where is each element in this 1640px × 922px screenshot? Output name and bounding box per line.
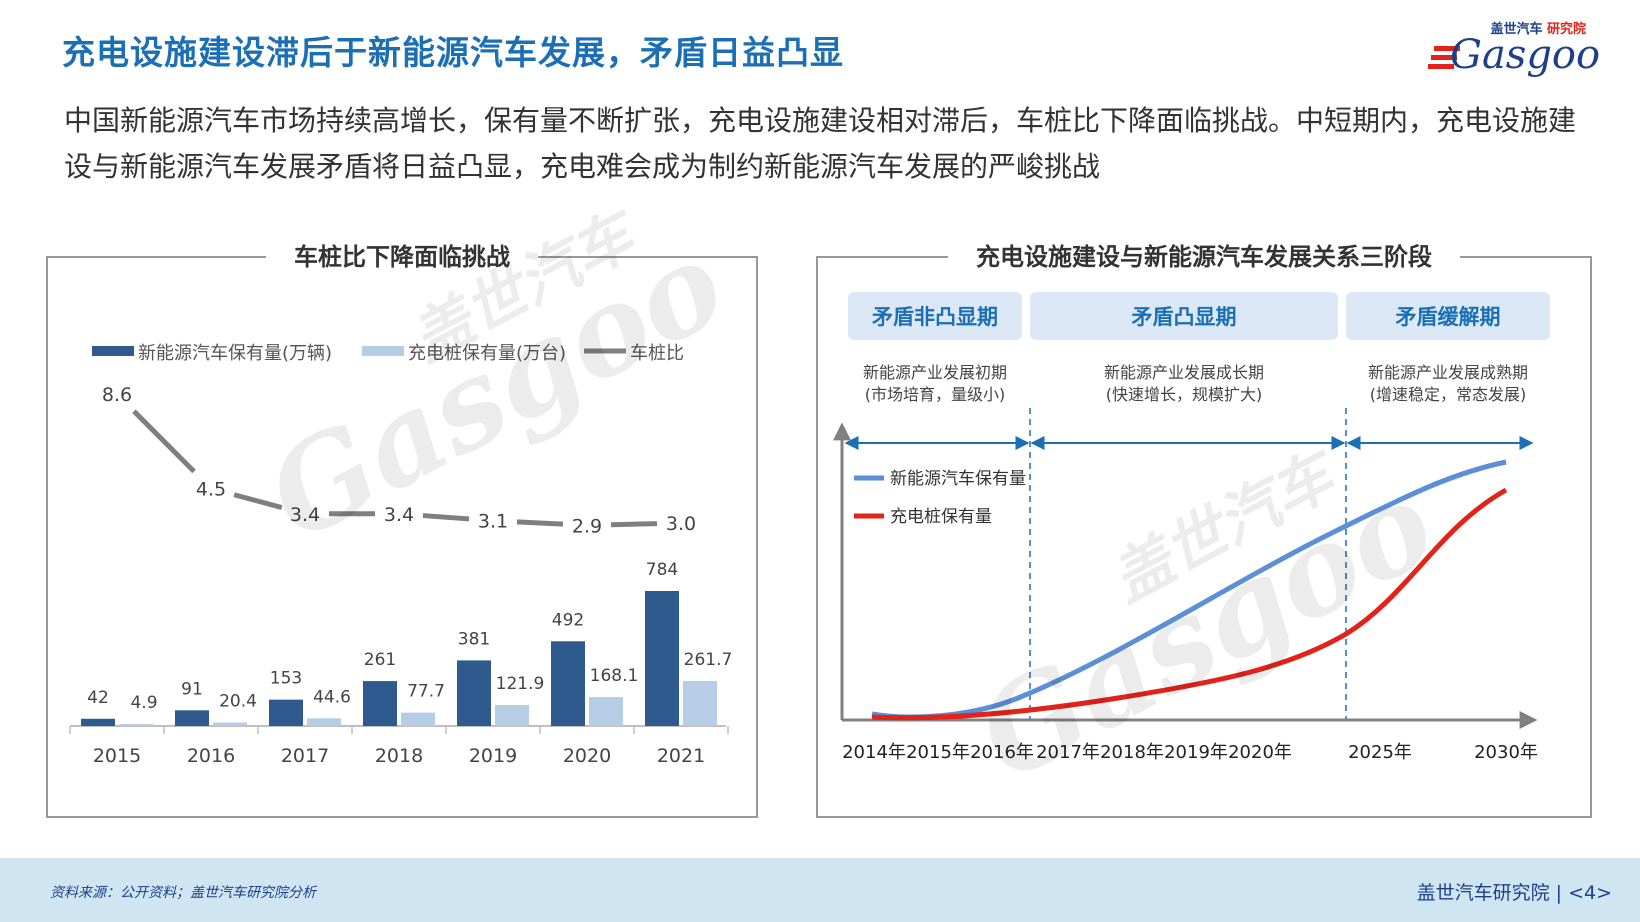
ratio-label-2019: 3.1: [478, 511, 508, 533]
legend-swatch-ev: [92, 346, 134, 356]
bar-label-ev-2015: 42: [87, 688, 109, 708]
stage-chart-title: 充电设施建设与新能源汽车发展关系三阶段: [948, 237, 1460, 272]
legend-swatch-pile: [362, 346, 404, 356]
x-label-1: 2015年: [906, 742, 970, 763]
phase-sub-1: (市场培育，量级小): [865, 385, 1006, 404]
phase-name-3: 矛盾缓解期: [1395, 305, 1501, 329]
ratio-line: [132, 409, 658, 528]
bar-ev-2018: [363, 681, 397, 726]
bar-label-pile-2017: 44.6: [313, 687, 351, 707]
phase-name-2: 矛盾凸显期: [1131, 305, 1237, 329]
bar-label-ev-2019: 381: [458, 629, 490, 649]
phase-box-2: [1030, 292, 1338, 340]
bar-pile-2017: [307, 718, 341, 726]
bar-pile-2016: [213, 722, 247, 726]
footer-bar: 资料来源：公开资料；盖世汽车研究院分析 盖世汽车研究院 | <4>: [0, 858, 1640, 922]
ratio-label-2017: 3.4: [290, 504, 320, 526]
x-label-6: 2020年: [1228, 742, 1292, 763]
ratio-chart-title: 车桩比下降面临挑战: [266, 237, 538, 272]
bar-ev-2016: [175, 710, 209, 726]
bar-pile-2015: [119, 724, 153, 726]
phase-desc-3: 新能源产业发展成熟期: [1368, 363, 1528, 382]
bar-pile-2019: [495, 705, 529, 726]
legend-label-ev: 新能源汽车保有量(万辆): [138, 343, 332, 364]
intro-paragraph: 中国新能源汽车市场持续高增长，保有量不断扩张，充电设施建设相对滞后，车桩比下降面…: [64, 104, 1577, 183]
phase-desc-1: 新能源产业发展初期: [863, 363, 1007, 382]
bar-label-pile-2020: 168.1: [590, 666, 639, 686]
ratio-label-2015: 8.6: [102, 384, 132, 406]
phase-box-1: [848, 292, 1022, 340]
x-label-5: 2019年: [1164, 742, 1228, 763]
legend-label-ratio: 车桩比: [630, 343, 684, 364]
phase-box-3: [1346, 292, 1550, 340]
bar-pile-2020: [589, 697, 623, 726]
x-tick-label-2020: 2020: [563, 745, 611, 767]
x-label-3: 2017年: [1036, 742, 1100, 763]
x-label-7: 2025年: [1348, 742, 1412, 763]
phase-name-1: 矛盾非凸显期: [871, 305, 998, 329]
logo-stripes-icon: [1428, 46, 1460, 69]
logo-wordmark: Gasgoo: [1450, 32, 1601, 78]
bar-ev-2020: [551, 641, 585, 726]
logo-cn-red-text: 研究院: [1546, 22, 1586, 37]
bar-ev-2015: [81, 718, 115, 726]
x-label-4: 2018年: [1100, 742, 1164, 763]
x-tick-label-2021: 2021: [657, 745, 705, 767]
phase-sub-3: (增速稳定，常态发展): [1370, 385, 1527, 404]
curve-ev-stock: [871, 459, 1507, 720]
bar-ev-2019: [457, 660, 491, 726]
bar-label-pile-2016: 20.4: [219, 691, 257, 711]
slide-title: 充电设施建设滞后于新能源汽车发展，矛盾日益凸显: [62, 33, 844, 72]
ratio-label-2016: 4.5: [196, 479, 226, 501]
ratio-chart-panel: 车桩比下降面临挑战 新能源汽车保有量(万辆) 充电桩保有量(万台) 车桩比 42 4.9…: [46, 237, 758, 818]
brand-logo: 盖世汽车 研究院 Gasgoo: [1420, 18, 1600, 78]
bar-label-ev-2018: 261: [364, 650, 396, 670]
legend-label-charger: 充电桩保有量: [890, 507, 992, 527]
ratio-label-2018: 3.4: [384, 504, 414, 526]
x-label-8: 2030年: [1474, 742, 1538, 763]
bar-label-ev-2020: 492: [552, 610, 584, 630]
bar-ev-2017: [269, 699, 303, 726]
bar-label-pile-2015: 4.9: [130, 693, 157, 713]
x-tick-label-2019: 2019: [469, 745, 517, 767]
page-number: <4>: [1568, 882, 1612, 904]
bar-label-pile-2018: 77.7: [407, 682, 445, 702]
bar-pile-2021: [683, 680, 717, 726]
x-tick-label-2018: 2018: [375, 745, 423, 767]
ratio-label-2020: 2.9: [572, 515, 602, 537]
bar-label-ev-2017: 153: [270, 669, 302, 689]
legend-label-ev: 新能源汽车保有量: [890, 469, 1026, 489]
stage-chart-panel: 充电设施建设与新能源汽车发展关系三阶段 矛盾非凸显期新能源产业发展初期 (市场培育…: [816, 237, 1592, 818]
x-tick-label-2016: 2016: [187, 745, 235, 767]
footer-org: 盖世汽车研究院: [1416, 882, 1550, 904]
bar-ev-2021: [645, 591, 679, 726]
legend-label-pile: 充电桩保有量(万台): [408, 343, 566, 364]
phase-desc-2: 新能源产业发展成长期: [1104, 363, 1264, 382]
x-label-2: 2016年: [970, 742, 1034, 763]
curve-charger-stock: [871, 487, 1508, 721]
bar-label-pile-2021: 261.7: [684, 650, 733, 670]
x-tick-label-2015: 2015: [93, 745, 141, 767]
phase-sub-2: (快速增长，规模扩大): [1106, 385, 1263, 404]
bar-pile-2018: [401, 712, 435, 726]
ratio-chart: 新能源汽车保有量(万辆) 充电桩保有量(万台) 车桩比 42 4.9 2015 91 20.4…: [69, 343, 733, 767]
ratio-label-2021: 3.0: [666, 513, 696, 535]
x-tick-label-2017: 2017: [281, 745, 329, 767]
x-label-0: 2014年: [842, 742, 906, 763]
bar-label-pile-2019: 121.9: [496, 674, 545, 694]
logo-cn-text: 盖世汽车: [1490, 22, 1543, 37]
bar-label-ev-2021: 784: [646, 560, 678, 580]
footer-source: 资料来源：公开资料；盖世汽车研究院分析: [50, 885, 316, 901]
bar-label-ev-2016: 91: [181, 679, 203, 699]
